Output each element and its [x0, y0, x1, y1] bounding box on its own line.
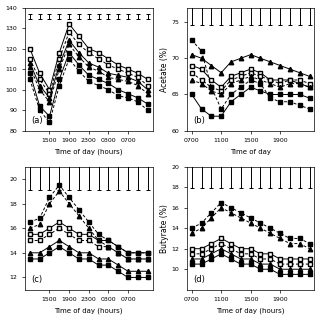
Text: (a): (a) — [31, 116, 43, 124]
Y-axis label: Acetate (%): Acetate (%) — [160, 47, 169, 92]
Text: (b): (b) — [193, 116, 205, 124]
X-axis label: Time of day (hours): Time of day (hours) — [54, 308, 123, 315]
X-axis label: Time of day: Time of day — [230, 149, 271, 155]
Y-axis label: Butyrate (%): Butyrate (%) — [160, 204, 169, 252]
X-axis label: Time of day (hours): Time of day (hours) — [216, 308, 285, 315]
X-axis label: Time of day (hours): Time of day (hours) — [54, 149, 123, 156]
Text: (c): (c) — [31, 275, 43, 284]
Text: (d): (d) — [193, 275, 205, 284]
